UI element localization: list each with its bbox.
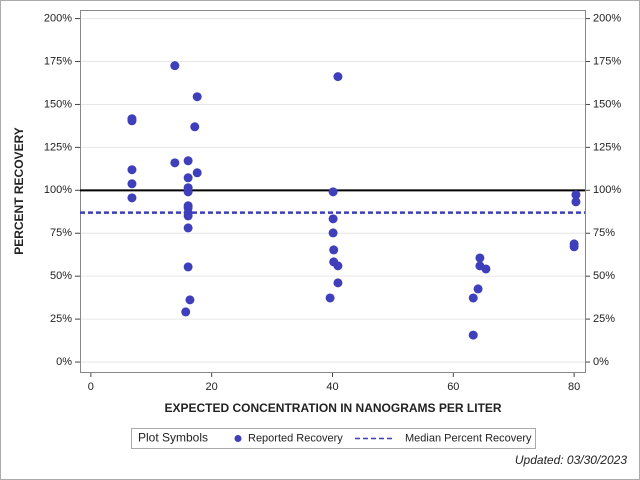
point xyxy=(181,307,191,317)
y-tick-label: 200% xyxy=(44,12,72,24)
point xyxy=(571,197,581,207)
point xyxy=(333,278,343,288)
point xyxy=(475,253,485,263)
y-tick-label: 125% xyxy=(44,141,72,153)
x-tick-label: 20 xyxy=(206,381,218,393)
y-tick-label: 50% xyxy=(50,270,72,282)
x-tick-label: 0 xyxy=(88,381,94,393)
y2-tick-label: 125% xyxy=(593,141,621,153)
y-axis-title: PERCENT RECOVERY xyxy=(12,127,26,255)
y-tick-label: 100% xyxy=(44,184,72,196)
y2-tick-label: 25% xyxy=(593,313,615,325)
y2-tick-label: 0% xyxy=(593,356,609,368)
point xyxy=(333,261,343,271)
plot-area xyxy=(80,10,586,373)
y2-tick-label: 150% xyxy=(593,98,621,110)
point xyxy=(468,293,478,303)
point xyxy=(328,228,338,238)
point xyxy=(170,61,180,71)
y-tick-label: 0% xyxy=(56,356,72,368)
point xyxy=(127,179,137,189)
point xyxy=(183,173,193,183)
x-tick-label: 40 xyxy=(326,381,338,393)
point xyxy=(325,293,335,303)
y-tick-label: 25% xyxy=(50,313,72,325)
point xyxy=(183,187,193,197)
point xyxy=(468,330,478,340)
legend-label: Median Percent Recovery xyxy=(405,432,532,444)
y-tick-label: 150% xyxy=(44,98,72,110)
point xyxy=(183,211,193,221)
legend xyxy=(131,428,536,449)
legend-swatch xyxy=(234,435,242,442)
point xyxy=(170,158,180,168)
point xyxy=(569,242,579,252)
y-tick-label: 75% xyxy=(50,227,72,239)
x-tick-label: 60 xyxy=(447,381,459,393)
point xyxy=(127,193,137,203)
y-tick-label: 175% xyxy=(44,55,72,67)
point xyxy=(190,122,200,132)
point xyxy=(185,295,195,305)
point xyxy=(328,187,338,197)
point xyxy=(571,190,581,200)
x-axis-title: EXPECTED CONCENTRATION IN NANOGRAMS PER … xyxy=(164,401,501,415)
point xyxy=(192,168,202,178)
legend-title: Plot Symbols xyxy=(138,431,208,445)
point xyxy=(183,223,193,233)
y2-tick-label: 75% xyxy=(593,227,615,239)
point xyxy=(183,262,193,272)
footnote: Updated: 03/30/2023 xyxy=(515,453,627,467)
point xyxy=(329,245,339,255)
y2-tick-label: 200% xyxy=(593,12,621,24)
point xyxy=(328,214,338,224)
x-tick-label: 80 xyxy=(568,381,580,393)
point xyxy=(333,72,343,82)
y2-tick-label: 100% xyxy=(593,184,621,196)
legend-label: Reported Recovery xyxy=(248,432,343,444)
point xyxy=(183,156,193,166)
point xyxy=(127,116,137,126)
point xyxy=(473,284,483,294)
point xyxy=(481,264,491,274)
point xyxy=(192,92,202,102)
y2-tick-label: 50% xyxy=(593,270,615,282)
y2-tick-label: 175% xyxy=(593,55,621,67)
point xyxy=(127,165,137,175)
